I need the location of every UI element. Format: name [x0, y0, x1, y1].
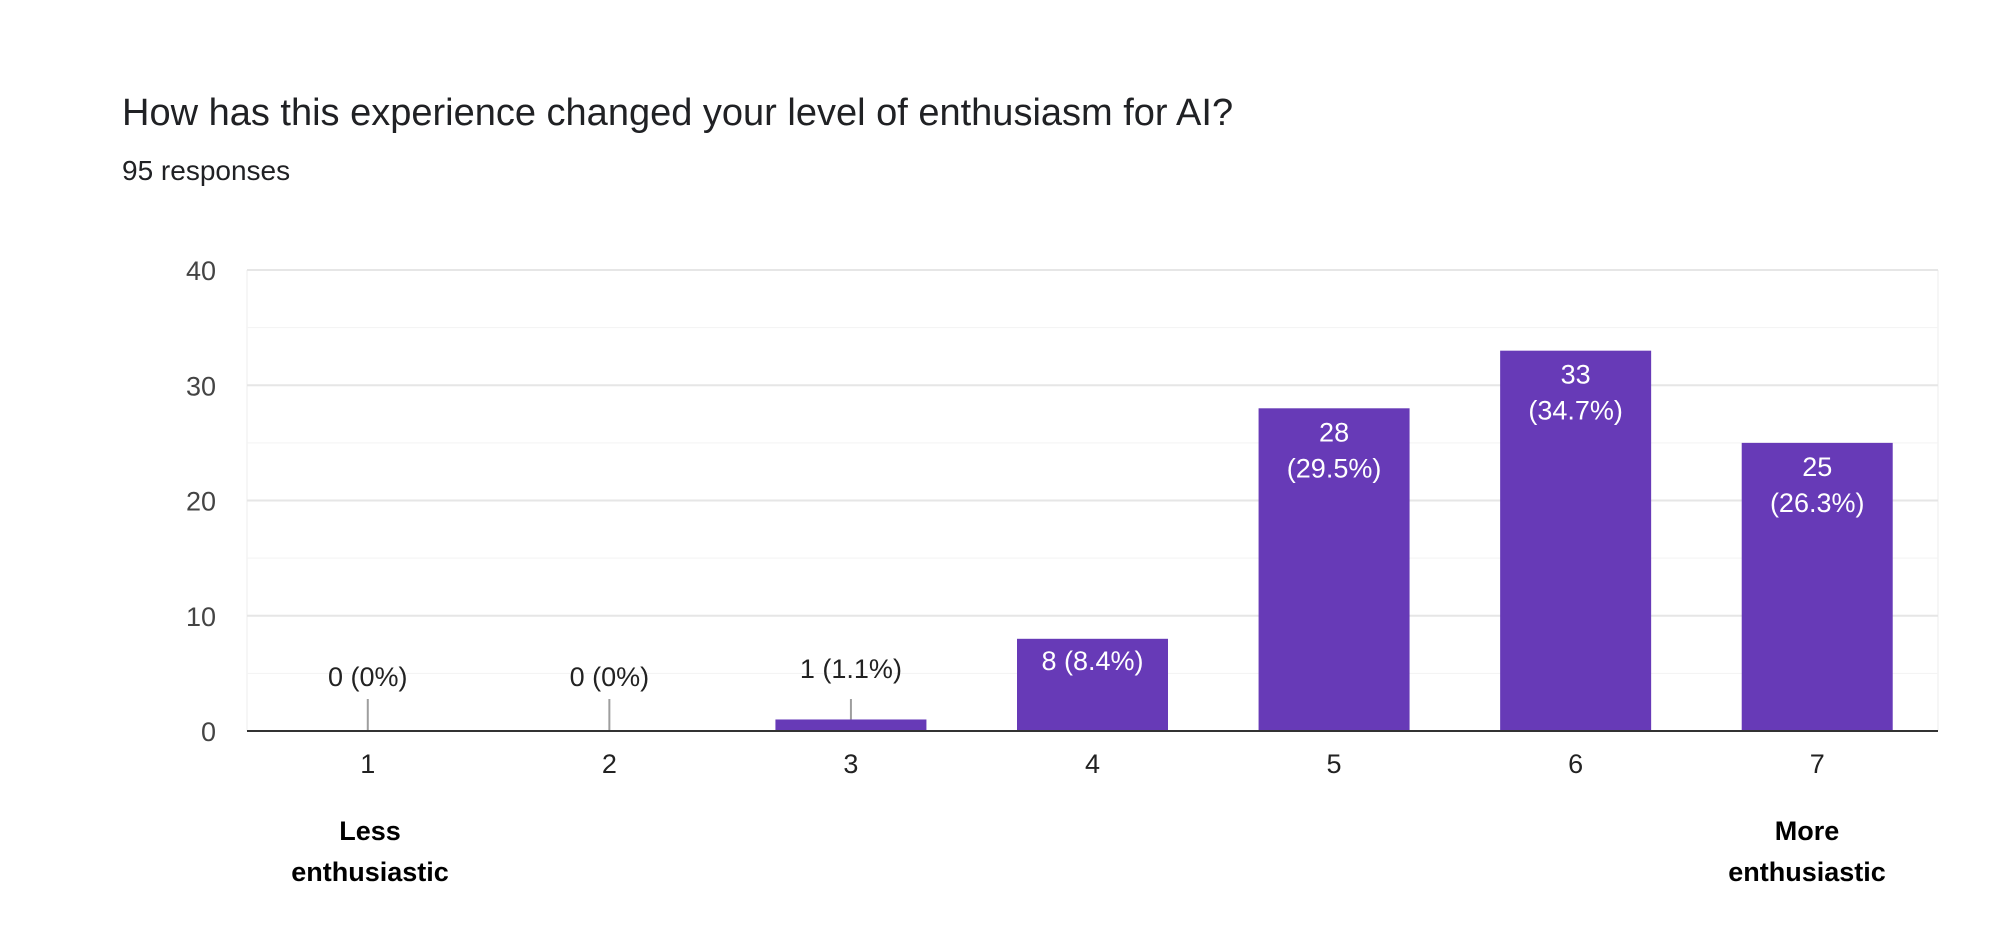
scale-label-less: Less enthusiastic [291, 816, 449, 887]
y-tick-label: 40 [186, 256, 216, 286]
y-tick-label: 10 [186, 602, 216, 632]
y-tick-label: 20 [186, 487, 216, 517]
x-tick-label: 2 [602, 749, 617, 779]
x-axis-ticks: 1 2 3 4 5 6 7 [247, 730, 1938, 779]
x-tick-label: 1 [360, 749, 375, 779]
x-tick-label: 7 [1810, 749, 1825, 779]
y-tick-label: 30 [186, 371, 216, 401]
data-label: 28 (29.5%) [1287, 417, 1382, 483]
y-tick-label: 0 [201, 717, 216, 747]
scale-label-more: More enthusiastic [1728, 816, 1886, 887]
x-tick-label: 6 [1568, 749, 1583, 779]
bar [1500, 350, 1652, 731]
data-label: 33 (34.7%) [1528, 360, 1623, 426]
data-label: 0 (0%) [570, 662, 650, 692]
chart-title: How has this experience changed your lev… [122, 92, 1234, 134]
data-label: 8 (8.4%) [1041, 646, 1143, 676]
gridlines [246, 269, 1939, 731]
bars [775, 350, 1893, 731]
data-labels: 0 (0%) 0 (0%) 1 (1.1%) 8 (8.4%) 28 (29.5%) 33(… [328, 360, 1864, 731]
data-label: 25 (26.3%) [1770, 452, 1865, 518]
x-tick-label: 3 [843, 749, 858, 779]
bar [1741, 442, 1893, 731]
bar [775, 719, 927, 731]
bar [1258, 408, 1410, 731]
x-tick-label: 5 [1327, 749, 1342, 779]
data-label: 1 (1.1%) [800, 654, 902, 684]
bar [1017, 638, 1168, 731]
y-axis-ticks: 0 10 20 30 40 [186, 256, 216, 747]
response-count: 95 responses [122, 155, 291, 186]
data-label: 0 (0%) [328, 662, 408, 692]
x-tick-label: 4 [1085, 749, 1100, 779]
